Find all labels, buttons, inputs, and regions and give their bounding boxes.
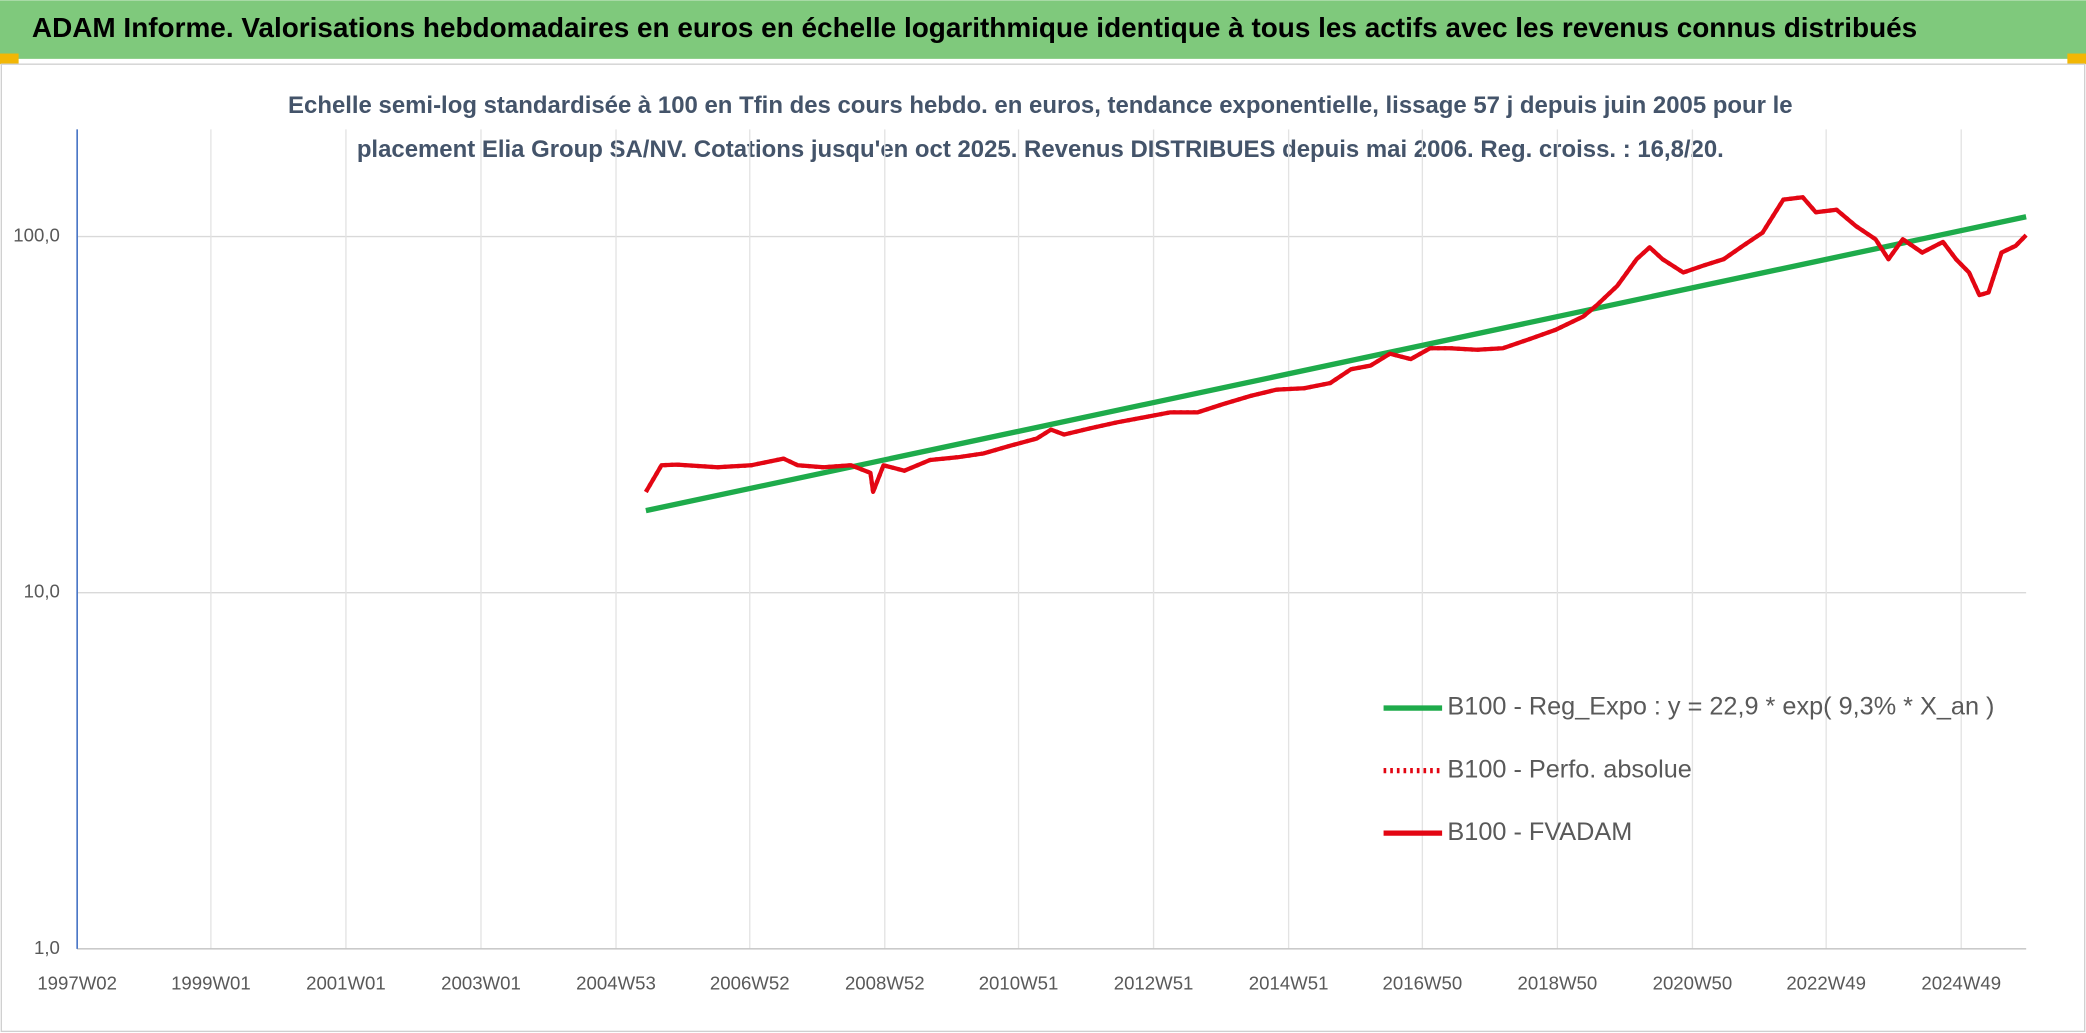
x-tick-label: 2003W01 <box>441 973 521 994</box>
x-tick-label: 2024W49 <box>1921 973 2001 994</box>
y-tick-label: 10,0 <box>24 581 60 602</box>
legend-label: B100 - Reg_Expo : y = 22,9 * exp( 9,3% *… <box>1447 693 1994 721</box>
chart-frame <box>0 63 2086 1033</box>
legend-label: B100 - FVADAM <box>1447 818 1632 846</box>
y-tick-label: 1,0 <box>34 937 60 958</box>
series-line <box>645 214 2027 514</box>
x-tick-label: 2014W51 <box>1249 973 1329 994</box>
chart-subtitle: Echelle semi-log standardisée à 100 en T… <box>288 92 1793 119</box>
x-tick-label: 2018W50 <box>1518 973 1598 994</box>
corner-mark <box>2067 53 2086 65</box>
series-line <box>644 195 2028 495</box>
x-tick-label: 2008W52 <box>845 973 925 994</box>
chart-subtitle: placement Elia Group SA/NV. Cotations ju… <box>357 136 1724 163</box>
x-tick-label: 1999W01 <box>171 973 251 994</box>
x-tick-label: 2022W49 <box>1786 973 1866 994</box>
corner-mark <box>0 53 19 65</box>
legend-label: B100 - Perfo. absolue <box>1447 755 1691 783</box>
x-tick-label: 2020W50 <box>1653 973 1733 994</box>
header-title: ADAM Informe. Valorisations hebdomadaire… <box>32 12 1917 43</box>
x-tick-label: 2010W51 <box>979 973 1059 994</box>
x-tick-label: 2001W01 <box>306 973 386 994</box>
x-tick-label: 2006W52 <box>710 973 790 994</box>
header-bar <box>0 0 2086 59</box>
x-tick-label: 2004W53 <box>576 973 656 994</box>
x-tick-label: 2012W51 <box>1114 973 1194 994</box>
x-tick-label: 2016W50 <box>1383 973 1463 994</box>
y-tick-label: 100,0 <box>13 224 60 245</box>
x-tick-label: 1997W02 <box>37 973 117 994</box>
